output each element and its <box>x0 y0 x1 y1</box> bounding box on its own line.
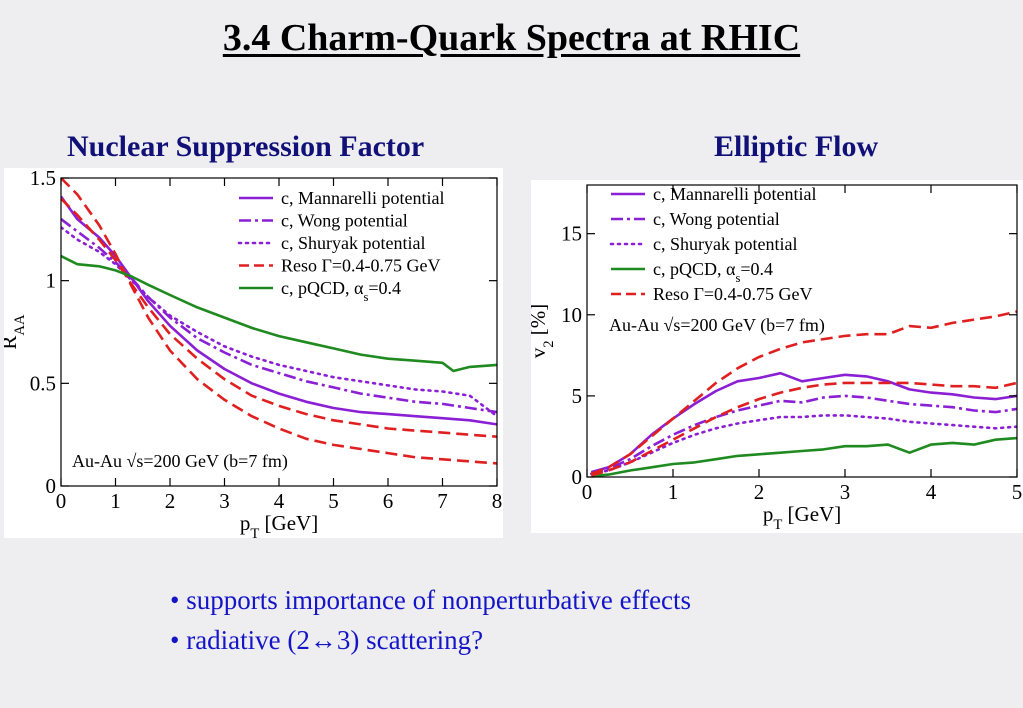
x-tick-label: 3 <box>219 489 230 513</box>
x-axis-label: pT [GeV] <box>240 511 318 538</box>
x-tick-label: 5 <box>328 489 339 513</box>
x-tick-label: 4 <box>274 489 285 513</box>
legend-label: c, Wong potential <box>281 211 408 231</box>
x-tick-label: 4 <box>926 480 937 504</box>
v2-heading: Elliptic Flow <box>714 130 879 163</box>
plot-frame <box>586 184 1018 478</box>
v2-chart: 0 1 2 3 4 5 0 5 10 15 pT [GeV] v2 [%] c, Mannarelli … <box>531 180 1023 533</box>
chart-annotation: Au-Au √s=200 GeV (b=7 fm) <box>609 315 825 336</box>
y-axis-label: v2 [%] <box>531 304 557 359</box>
legend-label: c, Wong potential <box>653 209 780 229</box>
legend-label: Reso Γ=0.4-0.75 GeV <box>653 284 813 304</box>
series-line <box>590 381 1017 477</box>
x-tick-label: 2 <box>754 480 765 504</box>
y-tick-label: 1 <box>46 269 57 293</box>
y-tick-label: 0.5 <box>30 371 56 395</box>
series-group <box>590 310 1017 477</box>
series-line <box>590 371 1017 474</box>
plot-frame <box>60 177 498 487</box>
y-tick-label: 1.5 <box>30 168 56 190</box>
legend-label: c, pQCD, αs=0.4 <box>281 278 401 304</box>
series-line <box>590 310 1017 476</box>
y-tick-label: 5 <box>572 384 583 408</box>
x-tick-label: 0 <box>582 480 593 504</box>
x-tick-label: 8 <box>492 489 503 513</box>
bullet-item: radiative (2↔3) scattering? <box>170 620 691 660</box>
x-tick-label: 5 <box>1012 480 1023 504</box>
series-line <box>61 178 497 465</box>
legend-label: c, Shuryak potential <box>281 233 425 253</box>
x-tick-label: 7 <box>437 489 448 513</box>
y-tick-label: 0 <box>572 465 583 489</box>
chart-annotation: Au-Au √s=200 GeV (b=7 fm) <box>72 451 288 472</box>
x-tick-label: 6 <box>383 489 394 513</box>
series-line <box>61 218 497 414</box>
raa-chart: 0 1 2 3 4 5 6 7 8 0 0.5 1 1.5 pT [GeV] RAA c, Mannarell… <box>4 168 503 538</box>
x-tick-label: 0 <box>56 489 67 513</box>
legend-label: c, Mannarelli potential <box>281 188 444 208</box>
legend-label: c, pQCD, αs=0.4 <box>653 259 773 285</box>
x-tick-label: 2 <box>165 489 176 513</box>
y-axis-label: RAA <box>4 314 28 350</box>
legend-label: Reso Γ=0.4-0.75 GeV <box>281 256 441 276</box>
series-line <box>590 394 1017 476</box>
x-tick-label: 3 <box>840 480 851 504</box>
slide-title: 3.4 Charm-Quark Spectra at RHIC <box>222 17 801 59</box>
legend-label: c, Mannarelli potential <box>653 184 816 204</box>
series-line <box>61 197 497 438</box>
bullet-item: supports importance of nonperturbative e… <box>170 580 691 620</box>
series-line <box>590 414 1017 476</box>
y-tick-label: 15 <box>561 222 582 246</box>
x-axis-label: pT [GeV] <box>763 502 841 533</box>
series-line <box>591 436 1017 477</box>
series-line <box>61 226 497 418</box>
y-tick-label: 0 <box>46 474 57 498</box>
y-tick-label: 10 <box>561 303 582 327</box>
raa-heading: Nuclear Suppression Factor <box>67 130 425 163</box>
x-tick-label: 1 <box>668 480 679 504</box>
x-tick-label: 1 <box>110 489 121 513</box>
legend-label: c, Shuryak potential <box>653 234 797 254</box>
bullet-list: supports importance of nonperturbative e… <box>170 580 691 660</box>
series-group <box>61 178 497 465</box>
series-line <box>61 254 497 373</box>
